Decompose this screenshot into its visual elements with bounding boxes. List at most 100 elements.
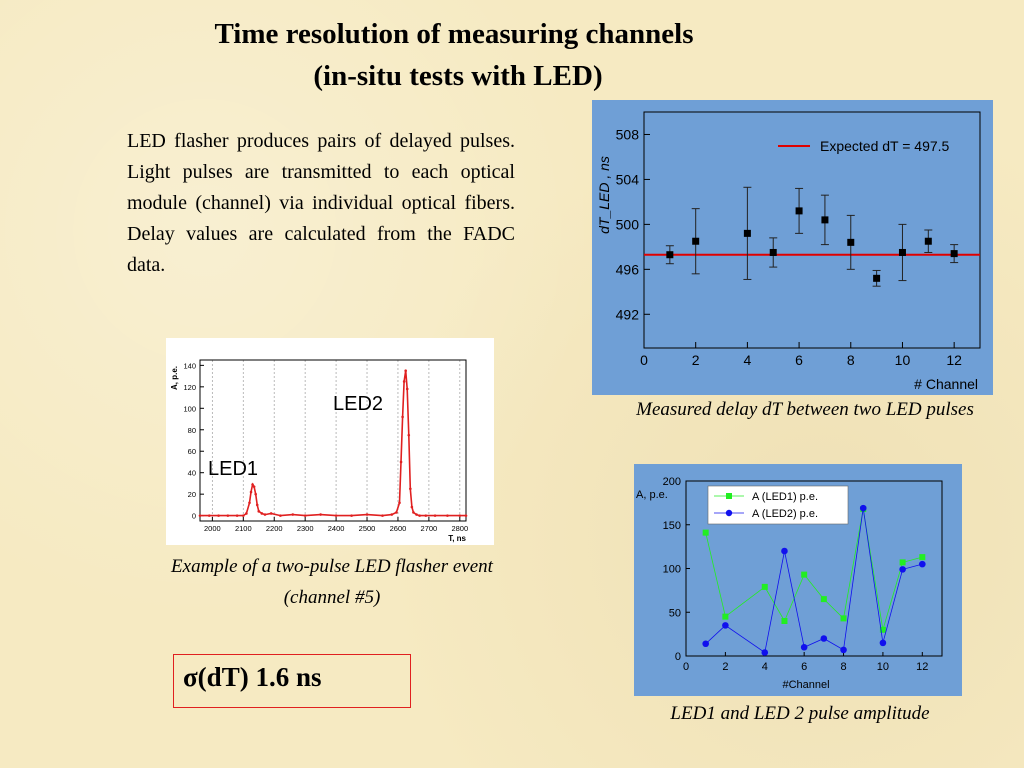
waveform-point xyxy=(303,514,307,517)
waveform-point xyxy=(254,492,257,496)
sigma-result-box xyxy=(173,654,411,708)
led2-point xyxy=(820,635,828,642)
x-tick-label: 0 xyxy=(683,661,689,673)
waveform-point xyxy=(255,503,259,507)
x-tick-label: 2100 xyxy=(235,524,252,533)
waveform-point xyxy=(464,514,468,517)
x-tick-label: 4 xyxy=(762,661,768,673)
x-tick-label: 4 xyxy=(743,352,751,368)
x-tick-label: 2500 xyxy=(359,524,376,533)
x-tick-label: 2400 xyxy=(328,524,345,533)
x-tick-label: 0 xyxy=(640,352,648,368)
x-tick-label: 2300 xyxy=(297,524,314,533)
y-tick-label: 50 xyxy=(669,607,681,619)
y-tick-label: 120 xyxy=(183,383,196,392)
waveform-point xyxy=(381,514,384,517)
data-point xyxy=(821,216,829,224)
waveform-point xyxy=(350,514,353,517)
led1-point xyxy=(702,529,709,536)
x-tick-label: 12 xyxy=(946,352,962,368)
y-tick-label: 500 xyxy=(616,216,640,232)
led1-point xyxy=(879,626,886,633)
led1-point xyxy=(761,583,768,590)
waveform-point xyxy=(269,512,273,515)
y-tick-label: 20 xyxy=(188,490,196,499)
annotation-led2: LED2 xyxy=(333,393,383,415)
waveform-point xyxy=(458,514,462,517)
led2-point xyxy=(781,547,788,555)
data-point xyxy=(873,274,881,282)
x-axis-label: T, ns xyxy=(448,534,466,543)
waveform-point xyxy=(410,505,414,509)
slide-title-line2: (in-situ tests with LED) xyxy=(313,60,603,92)
x-tick-label: 2600 xyxy=(390,524,407,533)
led1-point xyxy=(820,596,827,603)
annotation-led1: LED1 xyxy=(208,458,258,480)
legend-label: A (LED2) p.e. xyxy=(752,508,818,520)
x-tick-label: 2700 xyxy=(421,524,438,533)
led2-point xyxy=(722,622,729,629)
led2-point xyxy=(899,566,906,573)
led1-point xyxy=(801,571,808,578)
x-tick-label: 2000 xyxy=(204,524,221,533)
waveform-point xyxy=(242,514,245,517)
data-point xyxy=(692,237,700,245)
waveform-point xyxy=(398,501,401,505)
pulse-chart: 2000 2100 2200 2300 2400 2500 2600 2700 2800 0 20 4… xyxy=(166,338,494,545)
y-tick-label: 0 xyxy=(192,512,196,521)
led2-point xyxy=(840,646,847,654)
led2-point xyxy=(800,643,808,651)
waveform-point xyxy=(252,485,256,488)
y-axis-label: A, p.e. xyxy=(636,489,668,501)
y-tick-label: 0 xyxy=(675,651,681,663)
description-paragraph: LED flasher produces pairs of delayed pu… xyxy=(127,130,515,276)
waveform-point xyxy=(251,483,254,486)
waveform-point xyxy=(395,511,398,514)
waveform-point xyxy=(415,513,418,516)
led2-point xyxy=(859,504,867,512)
waveform-point xyxy=(418,514,421,517)
delay-chart-background xyxy=(592,100,993,395)
data-point xyxy=(795,207,803,215)
x-axis-label: # Channel xyxy=(914,376,978,392)
delay-plot-frame xyxy=(643,111,981,349)
waveform-point xyxy=(390,513,394,516)
waveform-point xyxy=(260,512,264,515)
waveform-point xyxy=(334,514,338,517)
waveform-point xyxy=(404,369,407,373)
x-tick-label: 8 xyxy=(847,352,855,368)
y-tick-label: 504 xyxy=(616,171,640,187)
led1-point xyxy=(722,613,729,620)
y-tick-label: 100 xyxy=(183,404,196,413)
pulse-plot-frame xyxy=(199,359,467,522)
led1-point xyxy=(781,618,788,624)
data-point xyxy=(950,250,958,258)
x-tick-label: 2 xyxy=(692,352,700,368)
delay-chart: 0 2 4 6 8 10 12 492 496 500 504 508 # Channel dT_LED … xyxy=(592,100,993,395)
y-tick-label: 100 xyxy=(663,564,681,576)
waveform-point xyxy=(407,433,411,437)
y-tick-label: 200 xyxy=(663,476,681,488)
amplitude-chart-caption: LED1 and LED 2 pulse amplitude xyxy=(670,703,930,724)
y-tick-label: 496 xyxy=(616,261,640,277)
led1-point xyxy=(840,615,847,622)
data-point xyxy=(924,237,932,245)
data-point xyxy=(743,229,751,237)
x-tick-label: 10 xyxy=(895,352,911,368)
waveform-point xyxy=(217,514,220,517)
led2-point xyxy=(919,560,926,568)
data-point xyxy=(666,251,674,259)
x-tick-label: 6 xyxy=(795,352,803,368)
led2-point xyxy=(761,649,769,656)
x-tick-label: 2200 xyxy=(266,524,283,533)
y-axis-label: A, p.e. xyxy=(170,366,179,390)
legend-box xyxy=(707,485,849,525)
pulse-chart-caption: Example of a two-pulse LED flasher event… xyxy=(171,556,493,608)
y-tick-label: 150 xyxy=(663,520,681,532)
x-tick-label: 2 xyxy=(722,661,728,673)
led2-point xyxy=(879,639,887,647)
led1-point xyxy=(919,554,926,561)
waveform-point xyxy=(446,514,449,517)
waveform-point xyxy=(226,514,230,517)
